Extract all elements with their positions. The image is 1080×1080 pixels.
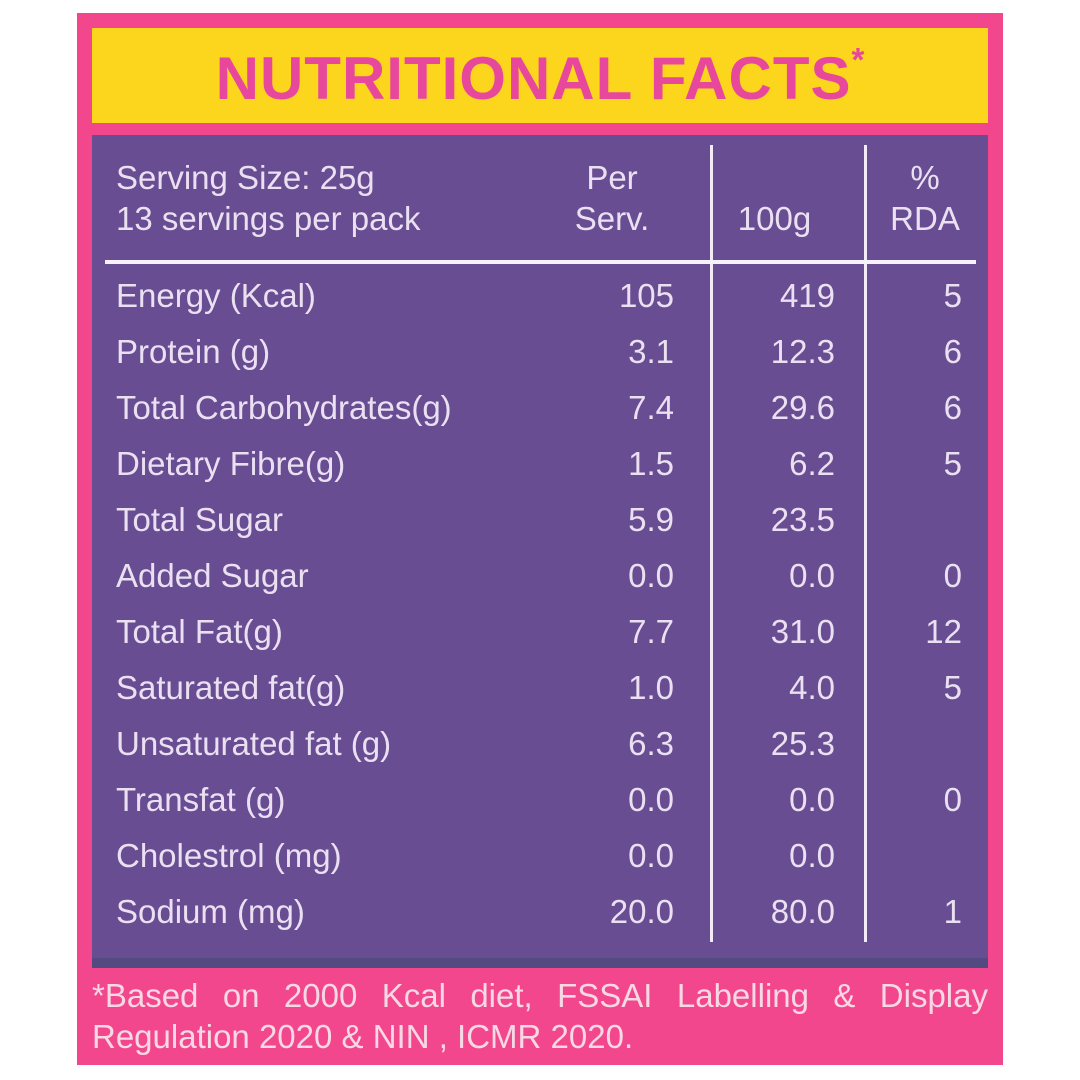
column-header-rda: % RDA xyxy=(890,159,960,237)
table-row: Cholestrol (mg) 0.0 0.0 xyxy=(92,828,988,884)
row-label: Total Sugar xyxy=(116,501,283,538)
value-per-serv: 5.9 xyxy=(628,501,674,538)
value-rda: 1 xyxy=(943,893,962,930)
title-banner: NUTRITIONAL FACTS* xyxy=(92,28,988,123)
footnote: *Based on 2000 Kcal diet, FSSAI Labellin… xyxy=(92,975,988,1057)
column-divider-2 xyxy=(864,145,867,942)
value-rda: 12 xyxy=(925,613,962,650)
value-100g: 29.6 xyxy=(770,389,835,426)
row-label: Dietary Fibre(g) xyxy=(116,445,346,482)
value-per-serv: 1.5 xyxy=(628,445,674,482)
title-text: NUTRITIONAL FACTS xyxy=(215,44,852,112)
row-label: Cholestrol (mg) xyxy=(116,837,342,874)
header-divider xyxy=(105,260,976,264)
column-header-100g: 100g xyxy=(737,200,812,237)
table-row: Transfat (g) 0.0 0.0 0 xyxy=(92,772,988,828)
value-rda: 5 xyxy=(943,277,962,314)
value-per-serv: 105 xyxy=(618,277,674,314)
value-100g: 0.0 xyxy=(789,837,835,874)
value-100g: 4.0 xyxy=(789,669,835,706)
value-100g: 419 xyxy=(779,277,835,314)
title-asterisk: * xyxy=(851,40,865,78)
footnote-line-2: Regulation 2020 & NIN , ICMR 2020. xyxy=(92,1018,634,1055)
value-100g: 23.5 xyxy=(770,501,835,538)
label-card: NUTRITIONAL FACTS* Serving Size: 25g 13 … xyxy=(77,13,1003,1065)
value-rda: 6 xyxy=(943,389,962,426)
table-row: Total Fat(g) 7.7 31.0 12 xyxy=(92,604,988,660)
row-label: Total Carbohydrates(g) xyxy=(116,389,452,426)
value-100g: 12.3 xyxy=(770,333,835,370)
row-label: Sodium (mg) xyxy=(116,893,305,930)
table-header: Serving Size: 25g 13 servings per pack P… xyxy=(92,157,988,239)
table-row: Sodium (mg) 20.0 80.0 1 xyxy=(92,884,988,940)
value-100g: 80.0 xyxy=(770,893,835,930)
page-title: NUTRITIONAL FACTS* xyxy=(216,43,865,109)
value-per-serv: 20.0 xyxy=(609,893,674,930)
value-100g: 31.0 xyxy=(770,613,835,650)
column-divider-1 xyxy=(710,145,713,942)
value-per-serv: 7.4 xyxy=(628,389,674,426)
row-label: Energy (Kcal) xyxy=(116,277,316,314)
value-100g: 6.2 xyxy=(789,445,835,482)
table-row: Saturated fat(g) 1.0 4.0 5 xyxy=(92,660,988,716)
value-rda: 5 xyxy=(943,669,962,706)
value-per-serv: 3.1 xyxy=(628,333,674,370)
column-header-per-serv: Per Serv. xyxy=(574,159,650,237)
row-label: Unsaturated fat (g) xyxy=(116,725,392,762)
table-row: Total Sugar 5.9 23.5 xyxy=(92,492,988,548)
value-per-serv: 6.3 xyxy=(628,725,674,762)
row-label: Added Sugar xyxy=(116,557,309,594)
value-rda: 0 xyxy=(943,781,962,818)
value-per-serv: 0.0 xyxy=(628,557,674,594)
value-rda: 5 xyxy=(943,445,962,482)
serving-info: Serving Size: 25g 13 servings per pack xyxy=(92,157,537,239)
serving-size: Serving Size: 25g xyxy=(116,159,375,196)
value-per-serv: 1.0 xyxy=(628,669,674,706)
value-per-serv: 7.7 xyxy=(628,613,674,650)
table-row: Protein (g) 3.1 12.3 6 xyxy=(92,324,988,380)
row-label: Transfat (g) xyxy=(116,781,286,818)
table-row: Added Sugar 0.0 0.0 0 xyxy=(92,548,988,604)
value-rda: 6 xyxy=(943,333,962,370)
servings-per-pack: 13 servings per pack xyxy=(116,200,421,237)
value-100g: 0.0 xyxy=(789,781,835,818)
value-per-serv: 0.0 xyxy=(628,781,674,818)
value-rda: 0 xyxy=(943,557,962,594)
row-label: Saturated fat(g) xyxy=(116,669,346,706)
table-row: Energy (Kcal) 105 419 5 xyxy=(92,268,988,324)
table-row: Total Carbohydrates(g) 7.4 29.6 6 xyxy=(92,380,988,436)
table-row: Unsaturated fat (g) 6.3 25.3 xyxy=(92,716,988,772)
footnote-line-1: *Based on 2000 Kcal diet, FSSAI Labellin… xyxy=(92,977,988,1014)
table-row: Dietary Fibre(g) 1.5 6.2 5 xyxy=(92,436,988,492)
row-label: Total Fat(g) xyxy=(116,613,283,650)
row-label: Protein (g) xyxy=(116,333,271,370)
nutrition-table-panel: Serving Size: 25g 13 servings per pack P… xyxy=(92,135,988,968)
value-100g: 25.3 xyxy=(770,725,835,762)
value-100g: 0.0 xyxy=(789,557,835,594)
value-per-serv: 0.0 xyxy=(628,837,674,874)
table-body: Energy (Kcal) 105 419 5 Protein (g) 3.1 … xyxy=(92,268,988,940)
